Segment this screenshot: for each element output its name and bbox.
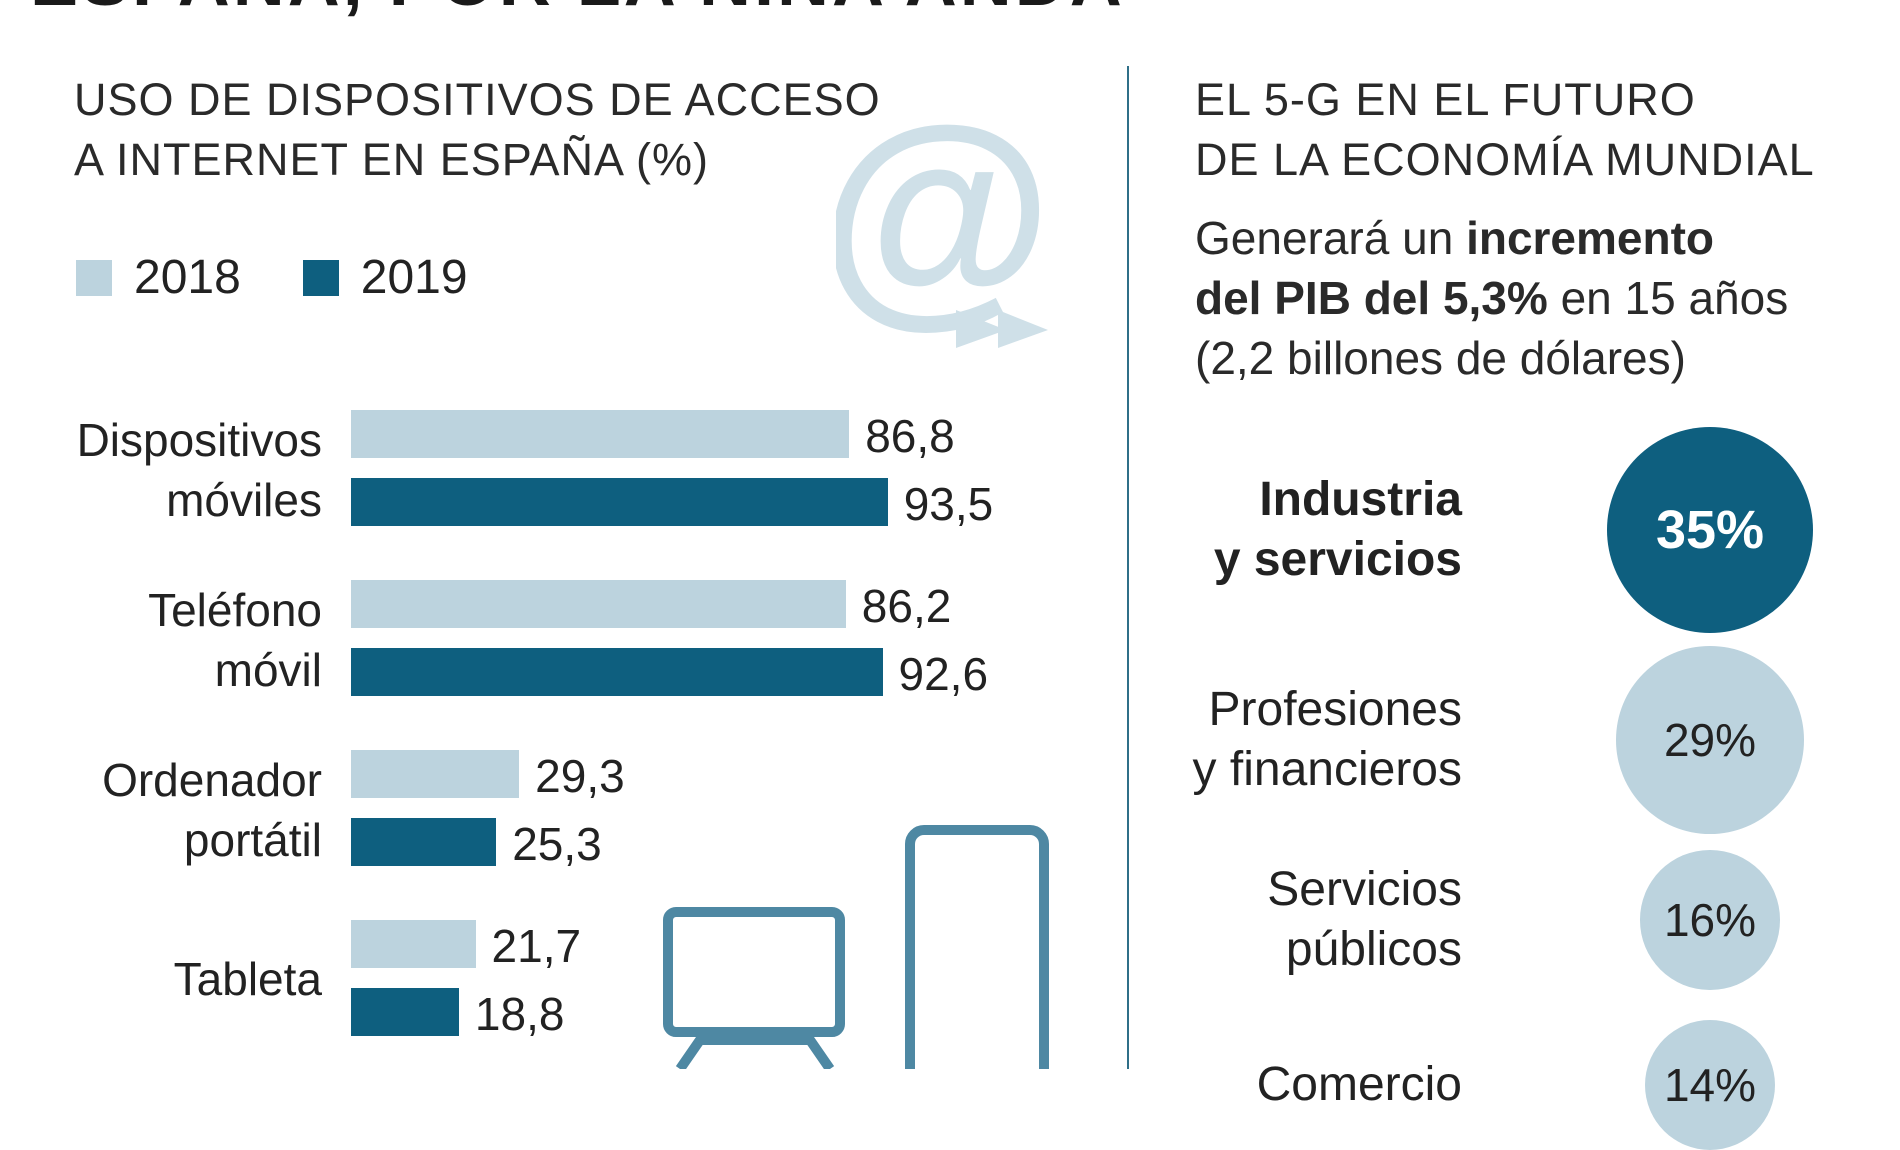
category-label-line1: Ordenador <box>102 754 322 806</box>
sector-label-line2: y financieros <box>1192 743 1462 796</box>
sector-label-line2: y servicios <box>1213 533 1462 586</box>
bar-2019 <box>351 988 459 1036</box>
category-label: Teléfono móvil <box>148 580 322 700</box>
bar-value-label: 86,8 <box>865 410 955 462</box>
category-label-line1: Tableta <box>173 953 322 1005</box>
sector-circle: 35% <box>1607 427 1813 633</box>
legend-label-2019: 2019 <box>360 251 468 304</box>
bar-value-label: 25,3 <box>512 818 602 870</box>
category-label-line1: Teléfono <box>148 584 322 636</box>
sector-circle: 29% <box>1616 646 1804 834</box>
category-label-line2: móviles <box>166 474 322 526</box>
sector-percent: 16% <box>1663 893 1757 946</box>
bar-value-label: 18,8 <box>474 988 565 1040</box>
devices-icon <box>663 825 1049 1069</box>
bar-value-label: 93,5 <box>903 478 994 530</box>
bar-2019 <box>351 478 888 526</box>
sector-label-line2: públicos <box>1285 923 1462 976</box>
summary-text-post: en 15 años <box>1547 272 1789 324</box>
bar-2019 <box>351 648 883 696</box>
sector-label: Comercio <box>1257 1055 1462 1115</box>
legend-swatch-2019 <box>302 259 339 296</box>
category-label-line2: móvil <box>214 644 322 696</box>
summary-text-pre: Generará un <box>1195 212 1467 264</box>
right-title-line2: DE LA ECONOMÍA MUNDIAL <box>1195 134 1815 185</box>
bar-2019 <box>351 818 497 866</box>
category-label-line1: Dispositivos <box>76 414 322 466</box>
category-label: Dispositivos móviles <box>77 410 322 530</box>
left-title-line1: USO DE DISPOSITIVOS DE ACCESO <box>74 74 881 125</box>
category-label-line2: portátil <box>183 814 322 866</box>
sector-label-line1: Industria <box>1259 473 1462 526</box>
bar-2018 <box>351 750 520 798</box>
svg-text:@: @ <box>836 120 1053 346</box>
gdp-summary: Generará un incremento del PIB del 5,3% … <box>1195 208 1788 388</box>
sector-label: Profesiones y financieros <box>1193 680 1462 800</box>
summary-bold-increment: incremento <box>1466 212 1715 264</box>
at-sign-icon: @ <box>836 120 1053 348</box>
bar-value-label: 21,7 <box>491 920 582 972</box>
legend-item-2018: 2018 <box>76 250 241 305</box>
legend-swatch-2018 <box>76 259 112 296</box>
left-title-line2: A INTERNET EN ESPAÑA (%) <box>74 134 709 185</box>
sector-label-line1: Servicios <box>1267 863 1462 916</box>
left-section-title: USO DE DISPOSITIVOS DE ACCESO A INTERNET… <box>74 70 881 190</box>
category-label: Ordenador portátil <box>102 750 322 870</box>
bar-2018 <box>351 580 846 628</box>
page-title: ESPAÑA, POR LA NIÑA ANDA <box>30 0 1125 22</box>
section-divider <box>1127 66 1129 1069</box>
bar-value-label: 29,3 <box>535 750 625 802</box>
bar-value-label: 92,6 <box>898 648 989 700</box>
chart-legend: 2018 2019 <box>76 250 530 305</box>
bar-value-label: 86,2 <box>861 580 952 632</box>
legend-item-2019: 2019 <box>302 250 468 305</box>
sector-circle: 14% <box>1644 1019 1776 1150</box>
sector-label-line1: Profesiones <box>1208 683 1462 736</box>
right-title-line1: EL 5-G EN EL FUTURO <box>1195 74 1696 125</box>
sector-label-line1: Comercio <box>1256 1058 1462 1111</box>
sector-label: Industria y servicios <box>1214 470 1462 590</box>
summary-text-line3: (2,2 billones de dólares) <box>1195 332 1686 384</box>
sector-circle: 16% <box>1640 850 1780 990</box>
sector-label: Servicios públicos <box>1267 860 1462 980</box>
bar-2018 <box>351 920 476 968</box>
sector-percent: 35% <box>1655 500 1765 560</box>
legend-label-2018: 2018 <box>134 251 241 304</box>
sector-percent: 14% <box>1663 1058 1757 1111</box>
sector-percent: 29% <box>1663 713 1757 766</box>
summary-bold-pib: del PIB del 5,3% <box>1195 272 1548 324</box>
bar-2018 <box>351 410 850 458</box>
right-section-title: EL 5-G EN EL FUTURO DE LA ECONOMÍA MUNDI… <box>1195 70 1815 190</box>
category-label: Tableta <box>174 949 322 1009</box>
